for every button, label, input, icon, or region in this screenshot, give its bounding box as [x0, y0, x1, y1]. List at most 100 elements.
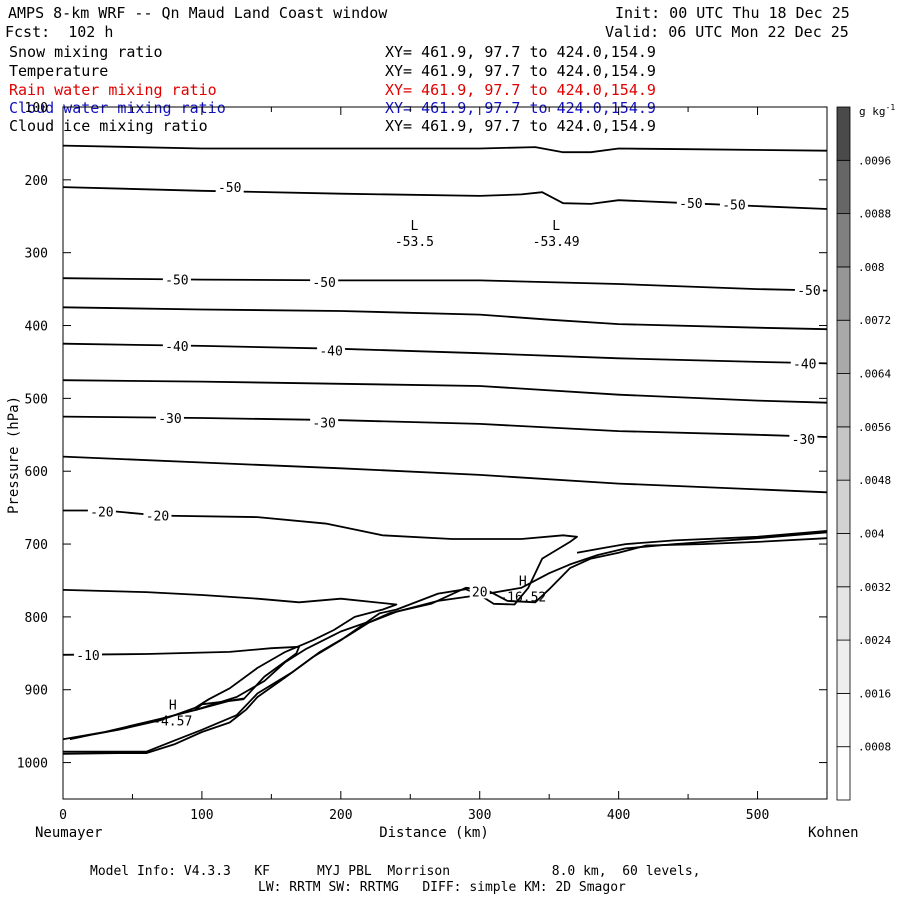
x-tick-label: 500	[746, 808, 769, 823]
contour-label: -50	[165, 274, 188, 289]
field-label-cloud-water: Cloud water mixing ratio	[9, 99, 226, 117]
contour-iso-335	[62, 277, 828, 292]
endpoint-left: Neumayer	[35, 825, 102, 841]
colorbar-cell	[836, 106, 851, 161]
field-xy-rain: XY= 461.9, 97.7 to 424.0,154.9	[385, 81, 656, 99]
colorbar-level: .0032	[858, 581, 891, 594]
colorbar: .0008 .0016 .0024 .0032 .004 .0048 .0056 .0064.…	[836, 106, 891, 801]
colorbar-level: .008	[858, 261, 885, 274]
plot-frame	[62, 106, 828, 800]
y-tick-label: 900	[25, 684, 48, 699]
x-tick-label: 200	[329, 808, 352, 823]
contour-label: -50	[679, 197, 702, 212]
contour-iso-150	[62, 144, 828, 154]
contour-iso-15	[62, 589, 398, 741]
contour-label-bg	[676, 196, 705, 211]
extremum-value: -53.49	[533, 235, 580, 250]
contour-iso-375	[62, 306, 828, 331]
contour-label: -20	[146, 510, 169, 525]
contour-label: -40	[165, 340, 188, 355]
contour-label-bg	[162, 272, 191, 287]
field-xy-temperature: XY= 461.9, 97.7 to 424.0,154.9	[385, 62, 656, 80]
valid-time: Valid: 06 UTC Mon 22 Dec 25	[605, 23, 849, 41]
colorbar-cell	[836, 426, 851, 481]
colorbar-level: .0024	[858, 634, 891, 647]
x-tick-label: 0	[59, 808, 67, 823]
contour-label-bg	[215, 180, 244, 195]
init-time: Init: 00 UTC Thu 18 Dec 25	[615, 4, 850, 22]
axis-ticks: 100 200 300 400 500 600 700 800 900 1000 0 100 200 30…	[17, 101, 828, 823]
colorbar-level: .0064	[858, 368, 891, 381]
field-label-snow: Snow mixing ratio	[9, 43, 163, 61]
contour-label-bg	[143, 508, 172, 523]
colorbar-level: .0056	[858, 421, 891, 434]
colorbar-cell	[836, 213, 851, 268]
contour-label: -50	[722, 199, 745, 214]
contour-iso-10	[62, 645, 300, 711]
contour-iso-580	[62, 455, 828, 494]
colorbar-cell	[836, 692, 851, 748]
extremum-symbol: H	[169, 698, 177, 713]
contour-label: -30	[792, 433, 815, 448]
contour-label: -30	[312, 416, 335, 431]
contour-label: -50	[218, 181, 241, 196]
chart-title: AMPS 8-km WRF -- Qn Maud Land Coast wind…	[8, 4, 388, 22]
contour-label: -50	[312, 276, 335, 291]
contour-label: -40	[319, 344, 342, 359]
extremum-symbol: H	[519, 575, 527, 590]
x-axis-label: Distance (km)	[379, 825, 489, 841]
y-tick-label: 200	[25, 174, 48, 189]
y-tick-label: 1000	[17, 757, 48, 772]
field-label-temperature: Temperature	[9, 62, 109, 80]
field-xy-snow: XY= 461.9, 97.7 to 424.0,154.9	[385, 43, 656, 61]
y-tick-label: 400	[25, 320, 48, 335]
contour-label-bg	[310, 415, 339, 430]
colorbar-cell	[836, 159, 851, 215]
extremum-value: -53.5	[395, 235, 434, 250]
colorbar-unit: g kg-1	[859, 103, 895, 118]
colorbar-level: .004	[858, 527, 885, 540]
x-tick-label: 100	[190, 808, 213, 823]
contour-label-bg	[790, 356, 819, 371]
extremum-symbol: L	[411, 219, 419, 234]
field-label-rain: Rain water mixing ratio	[9, 81, 217, 99]
contour-iso-425	[62, 342, 828, 365]
colorbar-level: .0008	[858, 741, 891, 754]
colorbar-cell	[836, 319, 851, 374]
contour-label-bg	[789, 432, 818, 447]
forecast-hour: Fcst: 102 h	[5, 23, 114, 41]
model-info: Model Info: V4.3.3 KF MYJ PBL Morrison 8…	[90, 864, 701, 879]
field-label-cloud-ice: Cloud ice mixing ratio	[9, 117, 208, 135]
colorbar-level: .0016	[858, 687, 891, 700]
contour-label: -20	[90, 505, 113, 520]
contour-label-bg	[162, 338, 191, 353]
contour-label: 20	[472, 585, 488, 600]
contour-label: -40	[793, 357, 816, 372]
x-tick-label: 300	[468, 808, 491, 823]
colorbar-cell	[836, 479, 851, 534]
y-tick-label: 100	[25, 101, 48, 116]
extremum-value: -16.52	[499, 591, 546, 606]
contour-label-bg	[74, 647, 103, 662]
extremum-symbol: L	[552, 219, 560, 234]
contour-label-bg	[794, 282, 823, 297]
colorbar-cell	[836, 533, 851, 588]
colorbar-level: .0088	[858, 208, 891, 221]
contour-label: -50	[797, 284, 820, 299]
contour-label: -30	[158, 412, 181, 427]
contour-label-bg	[87, 504, 116, 519]
y-tick-label: 800	[25, 611, 48, 626]
colorbar-cell	[836, 639, 851, 694]
contour-label-bg	[155, 411, 184, 426]
y-tick-label: 700	[25, 538, 48, 553]
y-tick-label: 500	[25, 392, 48, 407]
contour-label: -10	[76, 649, 99, 664]
colorbar-level: .0072	[858, 314, 891, 327]
contour-label-bg	[469, 584, 490, 599]
colorbar-cell	[836, 266, 851, 321]
axes	[62, 106, 828, 800]
contour-iso-525	[62, 415, 828, 438]
contour-iso-20	[62, 509, 578, 741]
contour-labels: -50 -50 -50 -50 -50 -50 -40 -40 -40 -30 -30 -30 -20 -…	[74, 180, 823, 729]
